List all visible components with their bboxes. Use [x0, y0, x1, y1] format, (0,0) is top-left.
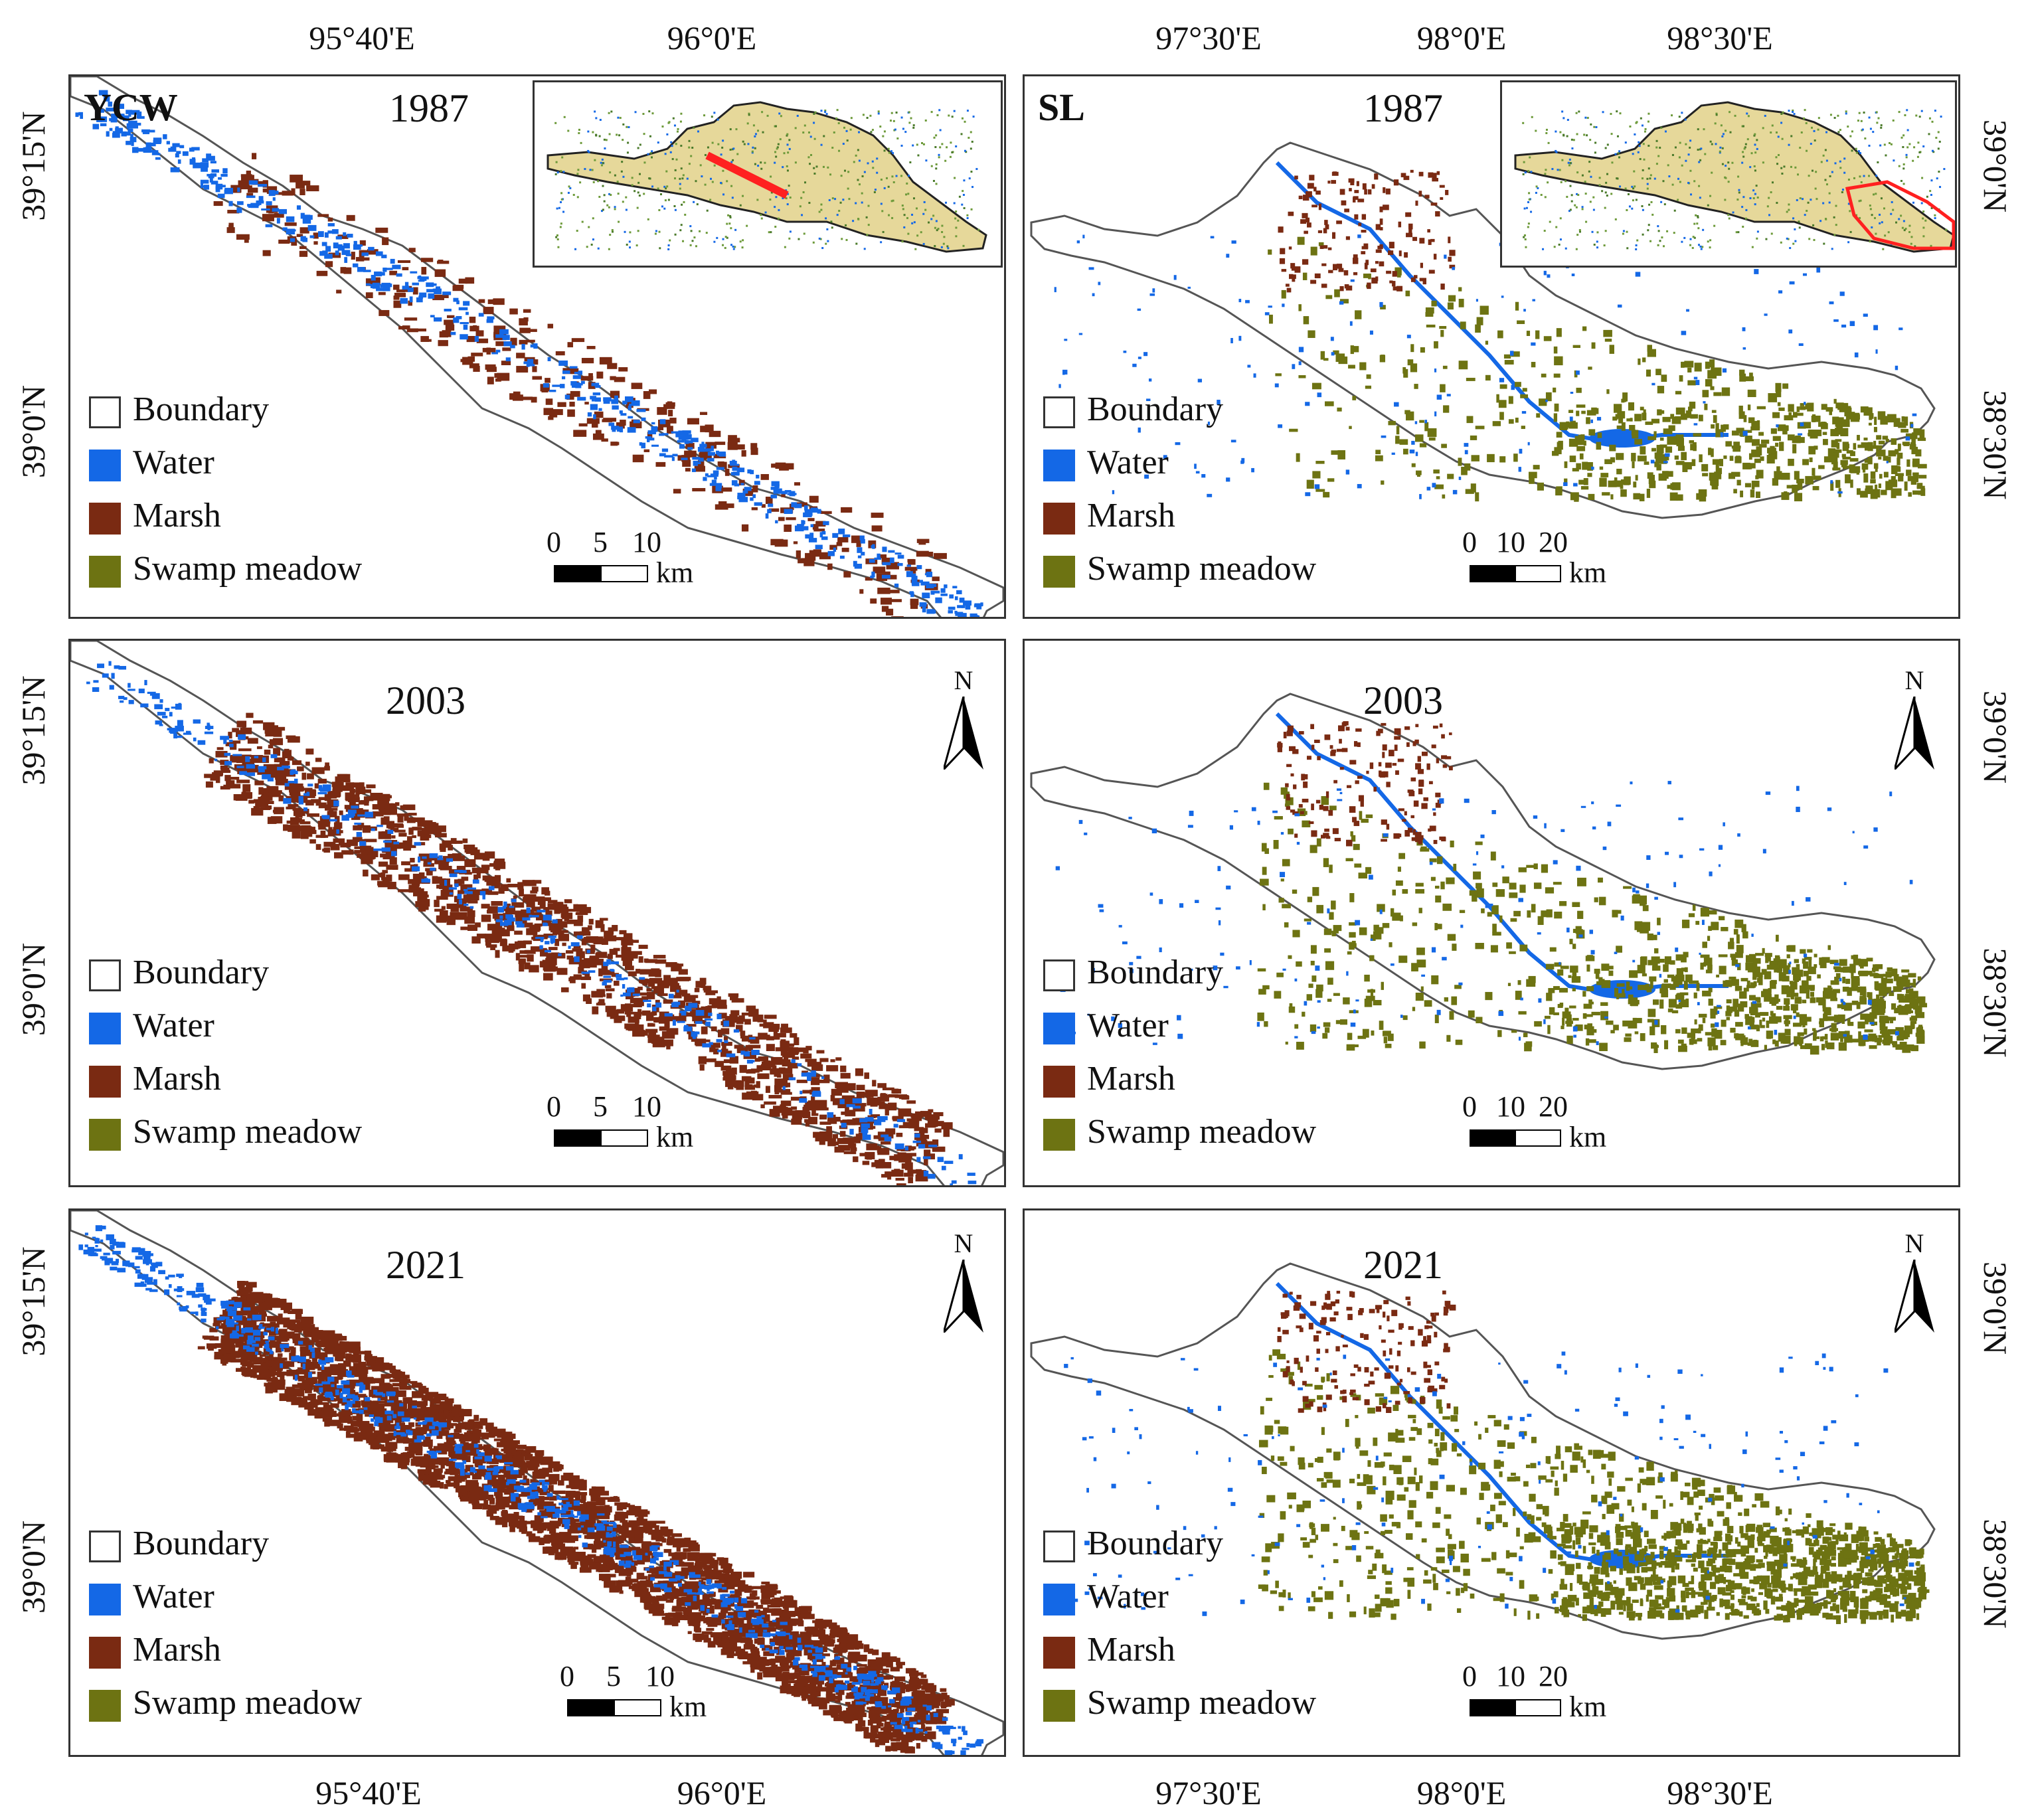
ycw-basin-map — [70, 641, 1004, 1185]
ycw-basin-map — [70, 76, 1004, 617]
ycw-basin-map — [70, 1210, 1004, 1755]
lon-label-top: 98°30'E — [1667, 19, 1773, 56]
sl-basin-map — [1030, 1262, 1936, 1640]
year-label: 2003 — [386, 679, 465, 722]
lat-label-right: 39°0'N — [1977, 690, 2014, 784]
map-panel-ycw-2003: 2003 N Boundary Water Marsh Swamp meadow… — [68, 639, 1006, 1187]
year-label: 1987 — [1363, 86, 1443, 130]
scale-bar: 0 5 10 km — [547, 1090, 694, 1153]
lon-label-top: 95°40'E — [309, 19, 415, 56]
lat-label-right: 39°0'N — [1977, 119, 2014, 213]
lat-label-left: 39°0'N — [15, 942, 52, 1036]
lat-label-right: 39°0'N — [1977, 1261, 2014, 1355]
scale-bar: 0 10 20 km — [1462, 1090, 1607, 1153]
map-panel-sl-1987: SL 1987 Boundary Water Marsh Swamp meado… — [1023, 74, 1960, 619]
sl-basin-map — [1030, 693, 1936, 1070]
lon-label-top: 98°0'E — [1416, 19, 1507, 56]
north-arrow-icon: N — [937, 1230, 990, 1333]
map-panel-sl-2003: 2003 N Boundary Water Marsh Swamp meadow… — [1023, 639, 1960, 1187]
year-label: 1987 — [389, 86, 469, 130]
year-label: 2021 — [1363, 1243, 1443, 1287]
lon-label-bottom: 96°0'E — [677, 1774, 767, 1811]
north-arrow-icon: N — [937, 667, 990, 770]
inset-locator-map — [1500, 80, 1957, 268]
lat-label-left: 39°0'N — [15, 1520, 52, 1614]
region-code: SL — [1038, 86, 1085, 129]
region-code: YCW — [84, 86, 178, 129]
scale-bar: 0 10 20 km — [1462, 1660, 1607, 1723]
north-arrow-icon: N — [1888, 1230, 1941, 1333]
lat-label-right: 38°30'N — [1977, 1519, 2014, 1629]
map-panel-ycw-2021: 2021 N Boundary Water Marsh Swamp meadow… — [68, 1208, 1006, 1757]
lat-label-left: 39°15'N — [15, 1246, 52, 1357]
scale-bar: 0 10 20 km — [1462, 526, 1607, 589]
lon-label-bottom: 95°40'E — [315, 1774, 422, 1811]
year-label: 2021 — [386, 1243, 465, 1287]
sl-basin-map — [1030, 141, 1936, 519]
year-label: 2003 — [1363, 679, 1443, 722]
lat-label-right: 38°30'N — [1977, 948, 2014, 1058]
lat-label-left: 39°0'N — [15, 384, 52, 479]
map-panel-sl-2021: 2021 N Boundary Water Marsh Swamp meadow… — [1023, 1208, 1960, 1757]
scale-bar: 0 5 10 km — [547, 526, 694, 589]
lon-label-bottom: 98°30'E — [1667, 1774, 1773, 1811]
map-panel-ycw-1987: YCW 1987 Boundary Water Marsh Swamp mead… — [68, 74, 1006, 619]
lon-label-top: 97°30'E — [1155, 19, 1262, 56]
north-arrow-icon: N — [1888, 667, 1941, 770]
lat-label-left: 39°15'N — [15, 111, 52, 221]
lon-label-bottom: 97°30'E — [1155, 1774, 1262, 1811]
lat-label-right: 38°30'N — [1977, 390, 2014, 500]
lon-label-top: 96°0'E — [667, 19, 757, 56]
lat-label-left: 39°15'N — [15, 675, 52, 786]
scale-bar: 0 5 10 km — [560, 1660, 707, 1723]
inset-locator-map — [533, 80, 1003, 268]
lon-label-bottom: 98°0'E — [1416, 1774, 1507, 1811]
